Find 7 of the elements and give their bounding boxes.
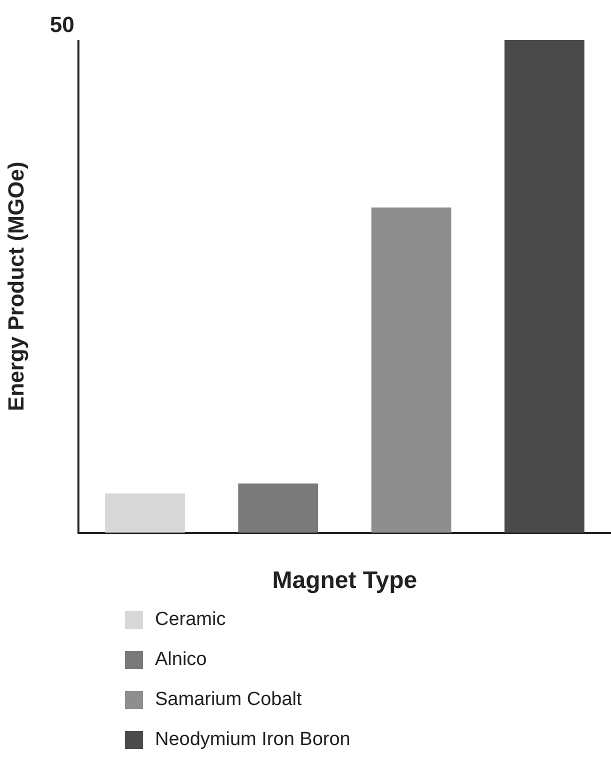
legend-label: Alnico: [155, 649, 207, 671]
x-axis-title: Magnet Type: [272, 567, 418, 594]
legend-label: Neodymium Iron Boron: [155, 729, 350, 751]
legend-label: Ceramic: [155, 609, 226, 631]
legend-label: Samarium Cobalt: [155, 689, 302, 711]
text: 50: [50, 12, 74, 38]
y-axis-title: Energy Product (MGOe): [3, 162, 28, 412]
